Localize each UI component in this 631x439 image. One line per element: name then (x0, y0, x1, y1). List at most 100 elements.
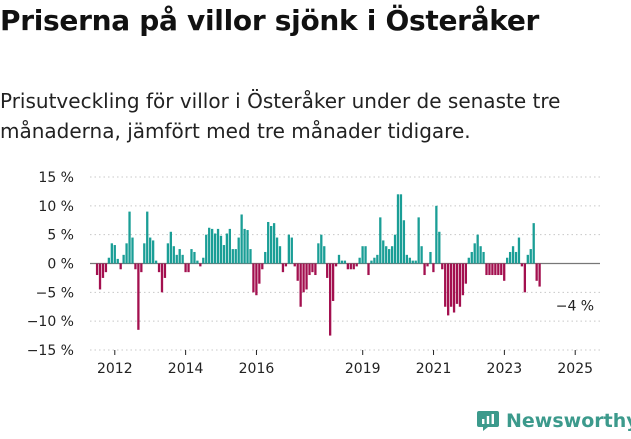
bar (275, 237, 279, 264)
bar (355, 263, 358, 267)
bar (270, 226, 273, 264)
bar (358, 257, 361, 264)
bar (287, 234, 290, 264)
x-axis: 2012 2014 2016 2019 2021 2023 2025 (97, 350, 593, 377)
bar (320, 234, 323, 264)
bar (500, 263, 503, 276)
bar (352, 263, 355, 270)
bar (514, 251, 518, 264)
bar (455, 263, 459, 304)
bar (399, 194, 403, 264)
bar (249, 249, 252, 264)
bar (140, 263, 143, 273)
bar (346, 263, 349, 270)
y-tick-label: 15 % (38, 170, 74, 186)
bar (376, 254, 379, 264)
bar (231, 249, 234, 264)
bar (202, 257, 205, 264)
bar (390, 246, 394, 264)
bar (293, 263, 296, 267)
bar (116, 258, 119, 264)
bar (467, 257, 470, 264)
bar (423, 263, 426, 276)
bar (349, 263, 352, 270)
bar (210, 228, 214, 264)
bar (234, 249, 237, 264)
bar (331, 263, 335, 301)
bar (482, 251, 485, 264)
bar (532, 223, 535, 264)
y-tick-label: −10 % (27, 314, 74, 330)
bar (405, 254, 408, 264)
bar (267, 221, 270, 264)
bar (104, 263, 108, 273)
bar (302, 263, 305, 293)
bar (199, 263, 202, 267)
bar (95, 263, 99, 276)
bar (517, 237, 521, 264)
bar (491, 263, 494, 276)
bar (225, 233, 229, 264)
bar (272, 223, 276, 264)
bar (464, 263, 468, 284)
bar (178, 249, 181, 264)
bar (151, 240, 155, 264)
bar (497, 263, 500, 276)
y-axis-tick-labels: 15 % 10 % 5 % 0 % −5 % −10 % −15 % (27, 170, 74, 359)
bar (190, 249, 193, 264)
bar (414, 260, 417, 264)
y-tick-label: 10 % (38, 199, 74, 215)
bar (181, 254, 184, 264)
bar (122, 254, 125, 264)
bar (411, 260, 414, 264)
x-tick-label: 2019 (345, 361, 381, 377)
bar (278, 246, 282, 264)
bar (146, 211, 149, 264)
bar (382, 240, 385, 264)
bar (476, 234, 479, 264)
bar (119, 263, 122, 270)
bar (388, 249, 391, 264)
bar (187, 263, 190, 273)
bar (435, 205, 438, 264)
annotations: −4 % (556, 299, 594, 315)
bar (494, 263, 497, 276)
bar (222, 245, 226, 264)
bar (264, 251, 267, 264)
bar (255, 263, 258, 296)
bar (485, 263, 488, 276)
bar (449, 263, 453, 307)
bar (385, 246, 388, 264)
bar (343, 260, 347, 264)
bar (470, 251, 473, 264)
bar (134, 263, 137, 270)
bar (444, 263, 447, 307)
bar (308, 263, 311, 276)
bar (205, 234, 208, 264)
x-tick-label: 2025 (557, 361, 593, 377)
bar (511, 246, 515, 264)
bar (523, 263, 527, 293)
bar (166, 243, 170, 264)
bar (329, 263, 332, 336)
bar (107, 257, 111, 264)
bar (323, 246, 326, 264)
x-tick-label: 2012 (97, 361, 133, 377)
y-tick-label: 5 % (47, 228, 74, 244)
bar (113, 245, 116, 264)
chart-subtitle: Prisutveckling för villor i Österåker un… (0, 89, 561, 143)
y-tick-label: −5 % (36, 285, 74, 301)
bar (219, 235, 223, 264)
bar (337, 254, 341, 264)
bar (373, 257, 376, 264)
bar (508, 251, 512, 264)
bar (396, 194, 400, 264)
bar (473, 243, 476, 264)
bar (438, 231, 441, 264)
x-tick-label: 2014 (168, 361, 204, 377)
bar (299, 263, 302, 307)
chart-title: Priserna på villor sjönk i Österåker (0, 4, 540, 37)
bar (447, 263, 450, 316)
bar (379, 217, 382, 264)
bar (429, 251, 432, 264)
